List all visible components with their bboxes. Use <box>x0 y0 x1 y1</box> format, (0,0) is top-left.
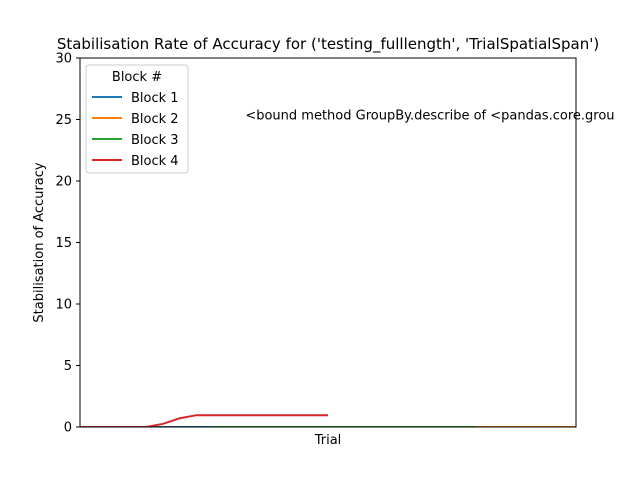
y-tick-label: 30 <box>55 52 72 67</box>
series-layer <box>80 414 576 427</box>
y-tick-label: 25 <box>55 113 72 128</box>
legend-entry: Block 2 <box>131 112 179 127</box>
y-axis-label: Stabilisation of Accuracy <box>32 162 47 322</box>
legend-entry: Block 3 <box>131 133 179 148</box>
x-axis-label: Trial <box>314 433 342 448</box>
chart-annotation: <bound method GroupBy.describe of <panda… <box>245 109 614 124</box>
y-tick-label: 15 <box>55 236 72 251</box>
y-tick-label: 10 <box>55 298 72 313</box>
y-tick-label: 0 <box>64 421 72 436</box>
legend: Block # Block 1 Block 2 Block 3 Block 4 <box>85 64 189 174</box>
chart-title: Stabilisation Rate of Accuracy for ('tes… <box>57 35 599 54</box>
legend-items: Block 1 Block 2 Block 3 Block 4 <box>92 91 179 169</box>
legend-title: Block # <box>112 70 162 85</box>
y-axis-ticks: 0 5 10 15 20 25 30 <box>55 52 80 436</box>
y-tick-label: 20 <box>55 175 72 190</box>
legend-box <box>85 64 189 174</box>
legend-entry: Block 4 <box>131 154 179 169</box>
series-line-block-4 <box>80 414 328 427</box>
legend-entry: Block 1 <box>131 91 179 106</box>
y-tick-label: 5 <box>64 359 72 374</box>
